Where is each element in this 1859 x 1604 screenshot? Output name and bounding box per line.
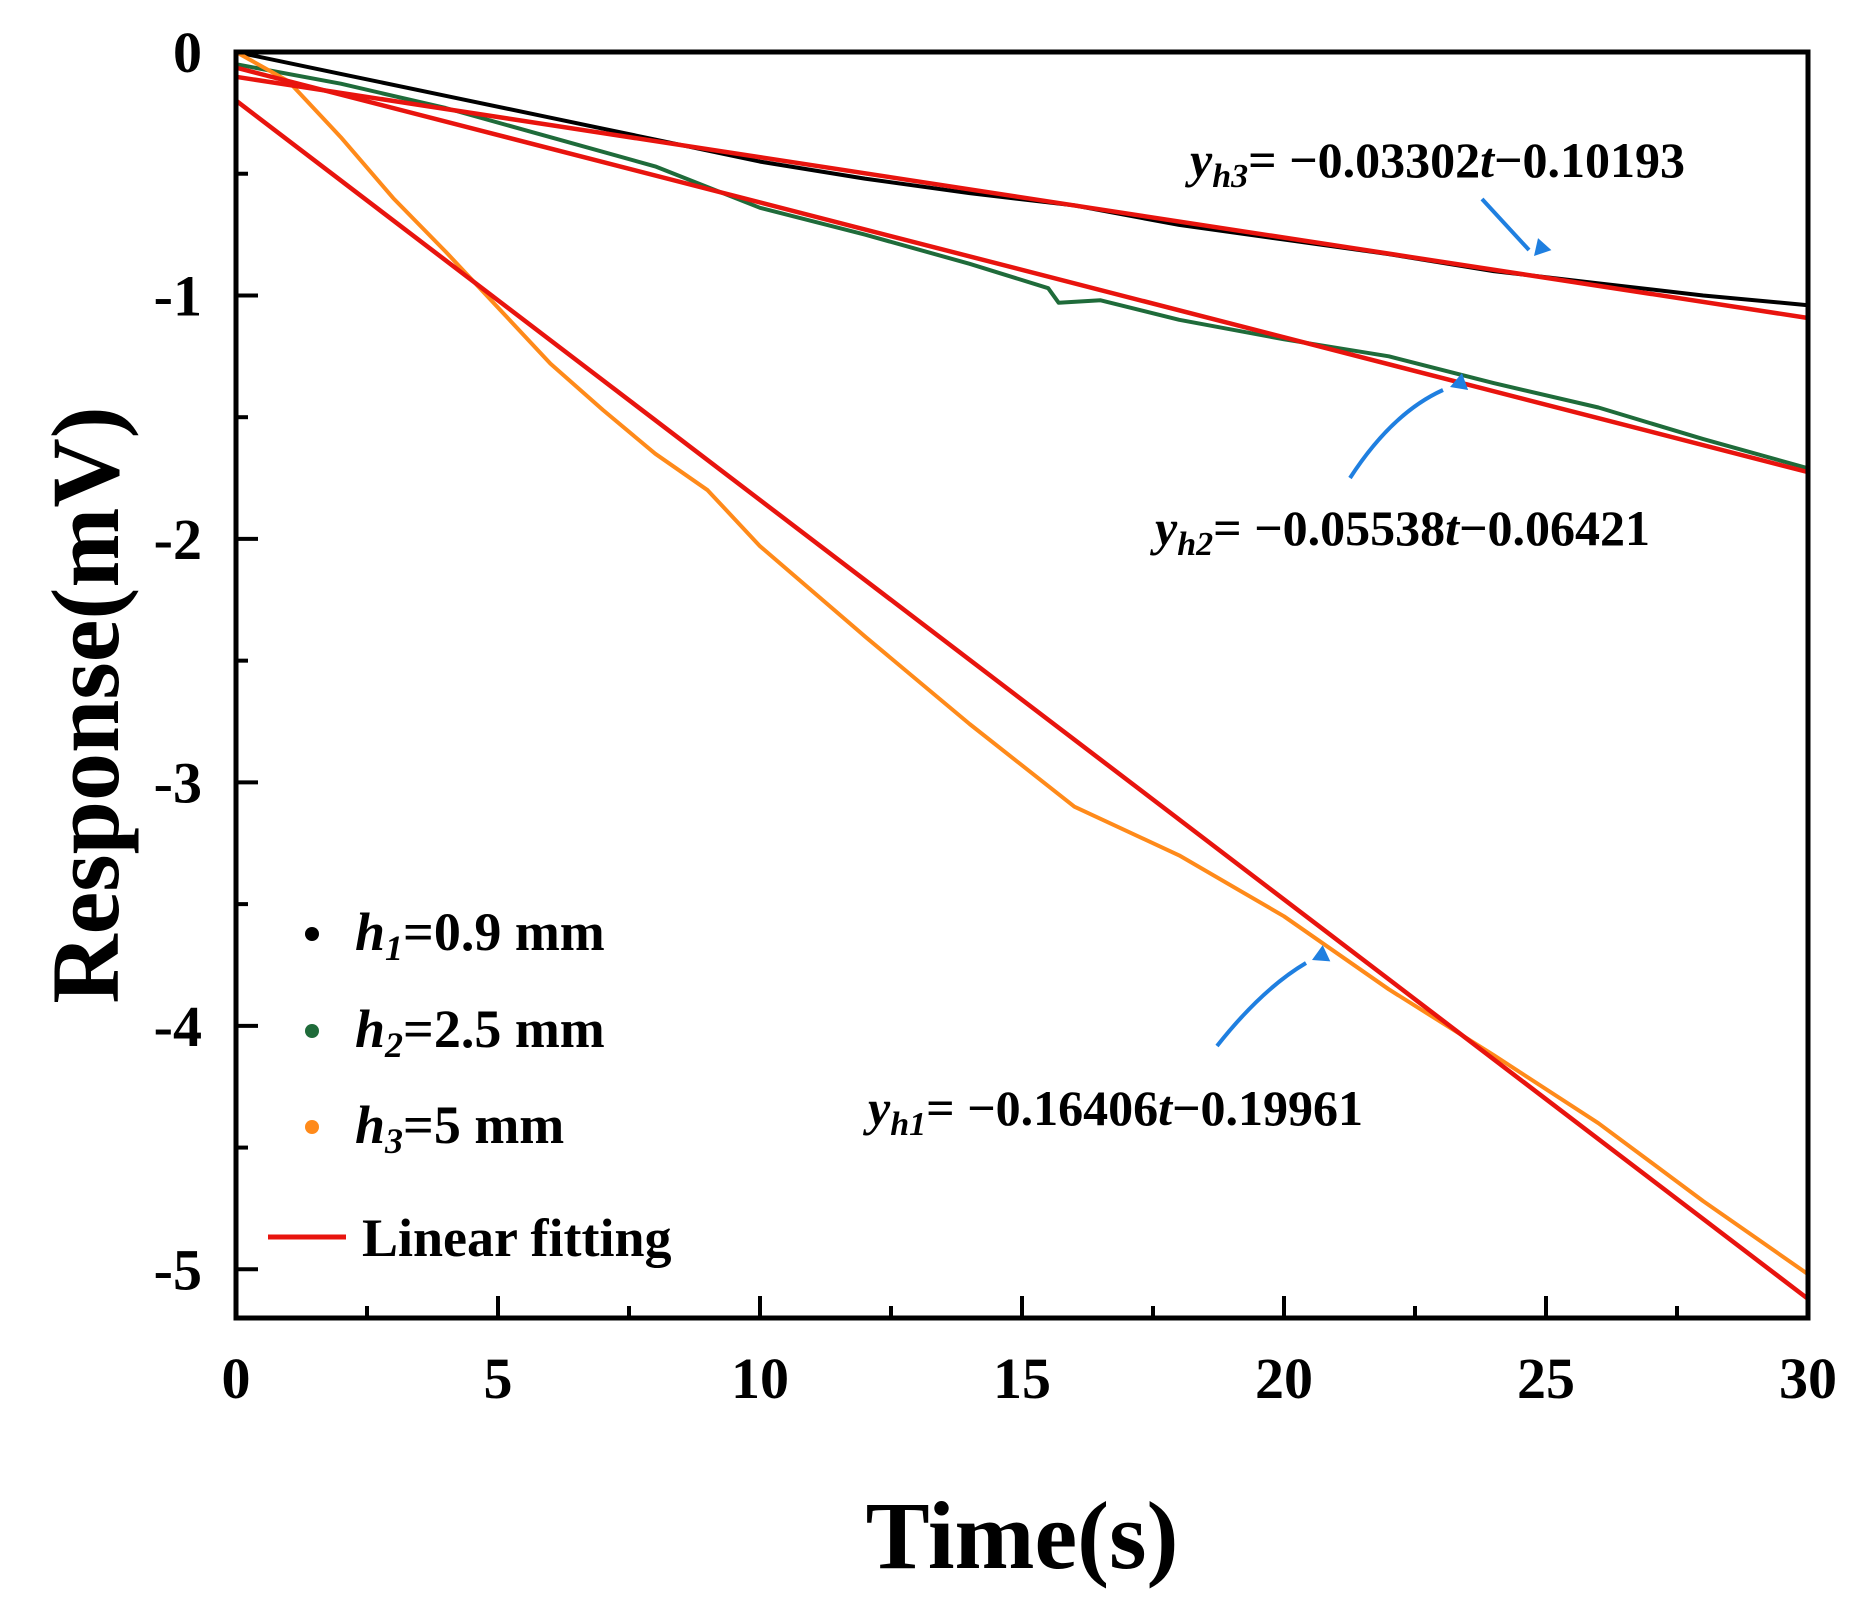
fit-line-yh1 — [234, 98, 1810, 1301]
annotation-layer: yh3= −0.03302t−0.10193 yh2= −0.05538t−0.0… — [863, 132, 1685, 1143]
legend-label-h1: h1=0.9 mm — [355, 902, 605, 968]
y-tick-label: -4 — [154, 994, 202, 1059]
annotation-arrow-yh2 — [1348, 388, 1444, 480]
x-tick-label: 30 — [1779, 1346, 1837, 1411]
fit-line-yh2 — [235, 65, 1809, 475]
annotation-arrow-yh3 — [1480, 197, 1531, 252]
y-tick-label: -1 — [154, 263, 202, 328]
legend-marker-h1 — [305, 927, 319, 941]
y-tick-label: -5 — [154, 1237, 202, 1302]
fit-line-yh3 — [235, 74, 1809, 321]
x-tick-label: 5 — [484, 1346, 513, 1411]
x-tick-label: 15 — [993, 1346, 1051, 1411]
x-tick-label: 20 — [1255, 1346, 1313, 1411]
series-line-h2 — [235, 62, 1809, 471]
legend-marker-h3 — [305, 1120, 319, 1134]
y-tick-label: -2 — [154, 507, 202, 572]
tick-layer: 0 5 10 15 20 25 30 0 -1 -2 -3 -4 -5 — [154, 20, 1837, 1411]
legend-label-h3: h3=5 mm — [355, 1095, 564, 1161]
arrowhead-icon — [1534, 238, 1552, 256]
y-tick-label: 0 — [173, 20, 202, 85]
fit-layer — [234, 65, 1810, 1301]
arrowhead-icon — [1450, 373, 1469, 390]
x-tick-label: 0 — [222, 1346, 251, 1411]
annotation-arrow-yh1 — [1215, 961, 1308, 1048]
x-tick-label: 25 — [1517, 1346, 1575, 1411]
legend: h1=0.9 mm h2=2.5 mm h3=5 mm Linear fitting — [268, 902, 672, 1268]
equation-yh1: yh1= −0.16406t−0.19961 — [863, 1080, 1363, 1143]
equation-yh3: yh3= −0.03302t−0.10193 — [1185, 132, 1685, 195]
arrowhead-icon — [1312, 945, 1331, 962]
legend-label-h2: h2=2.5 mm — [355, 999, 605, 1065]
y-tick-label: -3 — [154, 750, 202, 815]
equation-yh2: yh2= −0.05538t−0.06421 — [1150, 500, 1650, 563]
y-axis-title: Response(mV) — [32, 406, 139, 1003]
legend-marker-h2 — [305, 1024, 319, 1038]
x-tick-label: 10 — [731, 1346, 789, 1411]
x-axis-title: Time(s) — [866, 1482, 1179, 1589]
legend-label-linear-fitting: Linear fitting — [362, 1208, 672, 1268]
